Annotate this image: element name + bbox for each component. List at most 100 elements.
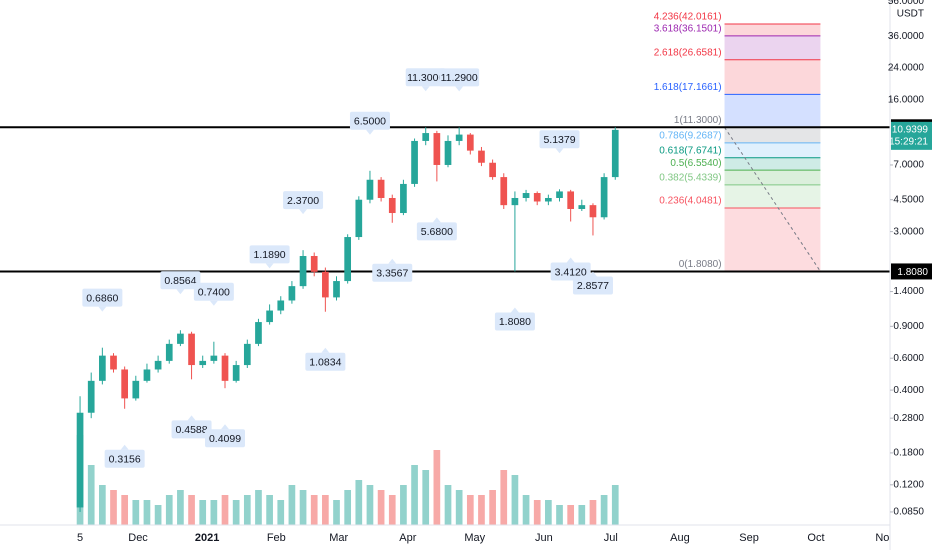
- candle-body: [611, 129, 619, 178]
- candle-body: [433, 133, 441, 165]
- candle-body: [388, 197, 396, 214]
- candle-body: [578, 205, 586, 209]
- y-tick-label: 16.0000: [888, 95, 925, 106]
- candle-body: [466, 134, 474, 151]
- volume-bar: [154, 505, 162, 525]
- candle-body: [489, 162, 496, 178]
- fib-band: [724, 35, 821, 60]
- volume-bar: [344, 490, 352, 525]
- volume-bar: [400, 485, 407, 525]
- pivot-label: 3.3567: [376, 268, 408, 280]
- candle-body: [132, 380, 140, 399]
- pivot-box: [416, 222, 457, 241]
- volume-bar: [589, 500, 597, 525]
- pivot-label: 11.3000: [407, 72, 444, 84]
- pivot-pointer: [566, 257, 575, 263]
- fib-label: 0(1.8080): [679, 259, 722, 270]
- volume-bar: [188, 495, 195, 525]
- x-tick-label: Aug: [670, 532, 690, 544]
- price-line-label: 1.8080: [897, 267, 928, 278]
- fib-label: 0.236(4.0481): [659, 196, 721, 207]
- candle-body: [210, 355, 218, 361]
- volume-bar: [221, 495, 229, 525]
- volume-bar: [243, 495, 251, 525]
- x-tick-label: Nov: [875, 532, 895, 544]
- x-tick-label: Jun: [535, 532, 553, 544]
- pivot-label: 0.4588: [175, 424, 207, 436]
- candle-body: [333, 281, 340, 298]
- candle-body: [422, 133, 430, 141]
- candle-body: [355, 199, 363, 238]
- price-line-box: [891, 263, 932, 280]
- volume-bar: [388, 495, 396, 525]
- y-tick-label: 0.6000: [893, 353, 924, 364]
- candle-body: [199, 360, 207, 366]
- pivot-pointer: [120, 444, 129, 450]
- pivot-label: 6.5000: [354, 116, 386, 128]
- volume-bar: [578, 505, 586, 525]
- x-tick-label: May: [464, 532, 485, 544]
- volume-bar: [232, 500, 240, 525]
- fib-band: [724, 184, 821, 209]
- x-tick-label: Jul: [604, 532, 618, 544]
- fib-band: [724, 142, 821, 158]
- volume-bar: [478, 495, 485, 525]
- plot-area: 4.236(42.0161)3.618(36.1501) 2.618(26.658…: [0, 12, 895, 544]
- x-tick-label: 2021: [195, 532, 219, 544]
- pivot-box: [249, 245, 290, 264]
- volume-bar: [366, 485, 374, 525]
- fib-label: 1(11.3000): [674, 115, 722, 126]
- volume-bar: [433, 450, 441, 525]
- x-tick-label: Dec: [128, 532, 148, 544]
- x-tick-label: 5: [77, 532, 83, 544]
- fib-trend-line: [724, 127, 821, 272]
- fib-band: [724, 23, 821, 36]
- y-tick-label: 0.4000: [893, 385, 924, 396]
- pivot-pointer: [555, 148, 564, 154]
- y-tick-label: 0.1800: [893, 448, 924, 459]
- volume-bar: [143, 500, 151, 525]
- pivot-pointer: [209, 300, 218, 306]
- y-tick-label: 7.0000: [893, 160, 924, 171]
- candle-body: [500, 177, 508, 206]
- y-tick-label: 4.5000: [893, 194, 924, 205]
- pivot-box: [550, 262, 591, 281]
- y-tick-label: 0.2800: [893, 413, 924, 424]
- candle-body: [411, 140, 418, 184]
- candle-body: [444, 140, 452, 165]
- pivot-pointer: [365, 129, 374, 135]
- volume-bar: [489, 490, 496, 525]
- pivot-box: [494, 312, 535, 331]
- candle-body: [533, 193, 541, 202]
- candle-body: [344, 237, 352, 282]
- pivot-label: 1.8080: [499, 316, 531, 328]
- volume-bar: [556, 505, 563, 525]
- volume-bar: [611, 485, 619, 525]
- pivot-label: 2.3700: [287, 195, 319, 207]
- x-tick-label: Mar: [329, 532, 348, 544]
- currency-label: USDT: [897, 9, 924, 20]
- volume-bar: [121, 495, 129, 525]
- fib-band: [724, 157, 821, 171]
- volume-bar: [545, 500, 552, 525]
- pivot-box: [349, 111, 390, 130]
- x-tick-label: Sep: [739, 532, 759, 544]
- volume-bar: [444, 485, 452, 525]
- fib-label: 0.618(7.6741): [659, 145, 721, 156]
- candle-body: [99, 355, 106, 381]
- fib-label: 0.382(5.4339): [659, 173, 721, 184]
- pivot-box: [160, 271, 201, 290]
- candle-body: [366, 179, 374, 200]
- candle-body: [221, 355, 229, 381]
- candle-body: [277, 300, 285, 311]
- fib-band: [724, 208, 821, 272]
- pivot-pointer: [455, 86, 464, 92]
- pivot-box: [539, 130, 580, 149]
- y-tick-label: 24.0000: [888, 63, 925, 74]
- candle-body: [143, 369, 151, 381]
- y-tick-label: 0.0850: [893, 507, 924, 518]
- volume-bar: [266, 495, 273, 525]
- pivot-pointer: [187, 415, 196, 421]
- candle-body: [377, 179, 385, 198]
- y-tick-label: 0.9000: [893, 321, 924, 332]
